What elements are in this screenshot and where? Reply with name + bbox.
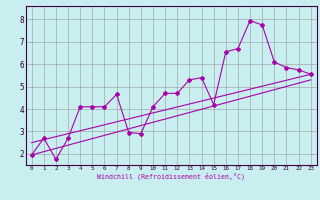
X-axis label: Windchill (Refroidissement éolien,°C): Windchill (Refroidissement éolien,°C) [97, 173, 245, 180]
